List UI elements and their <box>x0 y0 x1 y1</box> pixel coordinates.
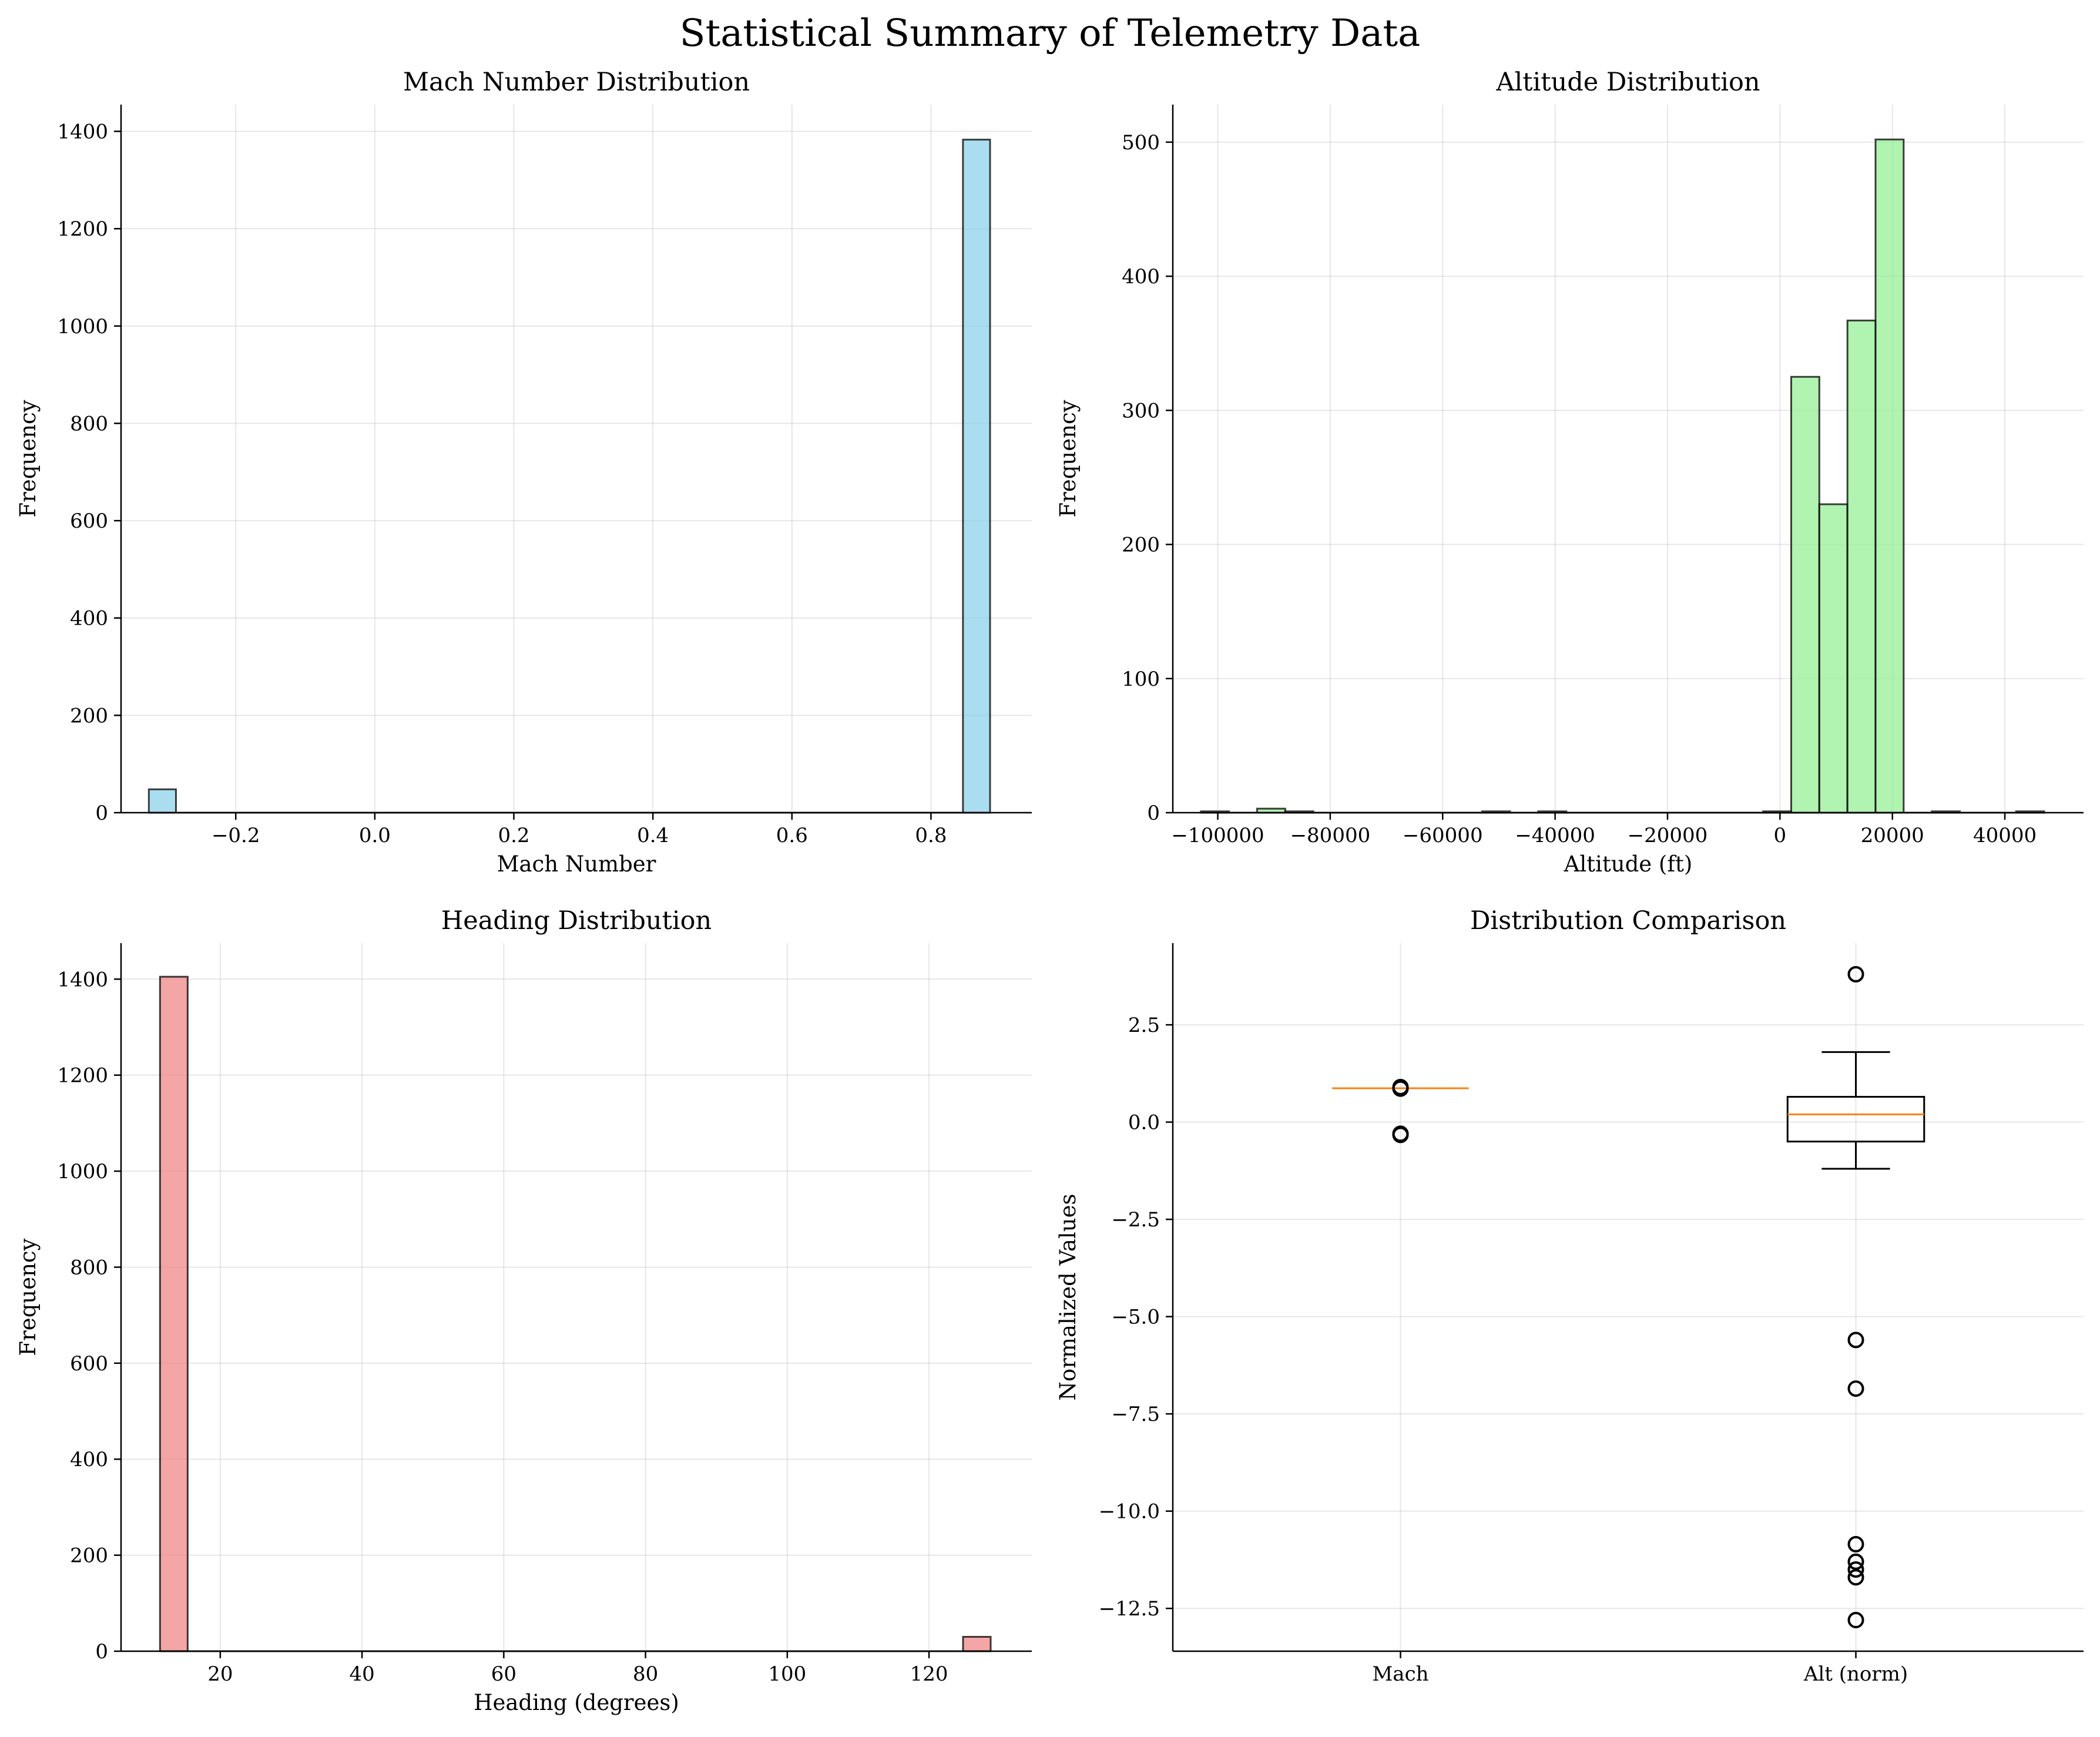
x-tick-label: −40000 <box>1515 824 1595 847</box>
histogram-bar <box>1846 319 1877 814</box>
x-tick-label: 20000 <box>1861 824 1924 847</box>
y-tick-label: 0 <box>1147 802 1160 825</box>
histogram-bar <box>1874 138 1905 814</box>
y-tick-label: 600 <box>70 1352 108 1376</box>
chart-panel-4: Distribution Comparison 2.5 0.0 −2.5 −5.0 −7.… <box>1055 906 2084 1686</box>
x-tick-label: −80000 <box>1290 824 1371 847</box>
y-tick-label: 1400 <box>57 968 108 991</box>
y-tick-label: 100 <box>1122 668 1160 691</box>
x-tick-label: Alt (norm) <box>1803 1662 1908 1686</box>
histogram-bar <box>147 788 177 814</box>
y-tick-label: −10.0 <box>1099 1500 1160 1524</box>
x-tick-label: 40 <box>349 1662 374 1686</box>
y-tick-label: 500 <box>1122 131 1160 155</box>
y-tick-label: −2.5 <box>1111 1208 1160 1232</box>
y-tick-label: 1200 <box>57 1064 108 1088</box>
y-tick-label: −12.5 <box>1099 1597 1160 1621</box>
y-axis-label: Normalized Values <box>1055 1194 1081 1401</box>
y-tick-label: 800 <box>70 412 108 435</box>
x-axis-label: Mach Number <box>497 851 656 877</box>
y-tick-label: 400 <box>70 607 108 631</box>
x-tick-label: −60000 <box>1403 824 1483 847</box>
panel-title: Distribution Comparison <box>1470 906 1786 935</box>
figure-title: Statistical Summary of Telemetry Data <box>680 12 1421 55</box>
x-tick-label: 100 <box>768 1662 806 1686</box>
y-tick-label: −5.0 <box>1111 1306 1160 1329</box>
histogram-bar <box>1818 503 1849 814</box>
outlier-point <box>1847 1535 1864 1552</box>
x-tick-label: −100000 <box>1171 824 1264 847</box>
histogram-bar <box>1790 375 1820 814</box>
x-tick-label: 0.2 <box>498 824 529 847</box>
histogram-bar <box>962 139 991 814</box>
y-axis-label: Frequency <box>1055 400 1081 517</box>
y-tick-label: 2.5 <box>1128 1014 1160 1037</box>
y-tick-label: 800 <box>70 1256 108 1279</box>
y-tick-label: 1000 <box>57 315 108 338</box>
y-tick-label: 0 <box>95 802 108 825</box>
x-tick-label: 20 <box>207 1662 233 1686</box>
y-tick-label: 0.0 <box>1128 1111 1160 1135</box>
x-tick-label: −20000 <box>1628 824 1708 847</box>
y-tick-label: 1200 <box>57 217 108 241</box>
x-tick-label: 40000 <box>1973 824 2037 847</box>
panel-title: Altitude Distribution <box>1495 68 1760 97</box>
x-tick-label: 0 <box>1774 824 1787 847</box>
x-tick-label: 60 <box>491 1662 516 1686</box>
outlier-point <box>1392 1080 1409 1097</box>
y-axis-label: Frequency <box>15 1238 41 1356</box>
y-tick-label: 400 <box>1122 265 1160 289</box>
y-tick-label: 1000 <box>57 1160 108 1183</box>
outlier-point <box>1847 1553 1864 1570</box>
outlier-point <box>1847 1612 1864 1629</box>
x-axis-label: Heading (degrees) <box>474 1690 679 1715</box>
y-tick-label: −7.5 <box>1111 1403 1160 1426</box>
chart-panel-1: Mach Number Distribution 0 200 400 600 800 100… <box>15 68 1032 877</box>
y-tick-label: 0 <box>95 1640 108 1664</box>
x-tick-label: 0.0 <box>359 824 391 847</box>
y-tick-label: 200 <box>1122 534 1160 557</box>
outlier-point <box>1847 1332 1864 1349</box>
outlier-point <box>1847 1380 1864 1397</box>
outlier-point <box>1392 1125 1409 1142</box>
x-tick-label: 0.8 <box>915 824 947 847</box>
x-tick-label: 120 <box>910 1662 948 1686</box>
x-tick-label: −0.2 <box>212 824 260 847</box>
x-tick-label: Mach <box>1372 1662 1428 1686</box>
x-axis-label: Altitude (ft) <box>1564 851 1693 877</box>
box-body <box>1786 1096 1925 1143</box>
outlier-point <box>1847 1569 1864 1586</box>
x-tick-label: 0.6 <box>776 824 808 847</box>
y-tick-label: 200 <box>70 1544 108 1568</box>
y-tick-label: 600 <box>70 509 108 533</box>
panel-title: Mach Number Distribution <box>403 68 750 97</box>
panel-title: Heading Distribution <box>441 906 712 935</box>
histogram-bar <box>159 975 189 1652</box>
y-tick-label: 400 <box>70 1448 108 1471</box>
x-tick-label: 0.4 <box>637 824 669 847</box>
y-tick-label: 200 <box>70 704 108 727</box>
outlier-point <box>1847 1561 1864 1578</box>
x-tick-label: 80 <box>633 1662 658 1686</box>
histogram-bar <box>962 1635 992 1652</box>
chart-panel-2: Altitude Distribution 0 100 200 300 400 500 −10… <box>1055 68 2084 877</box>
outlier-point <box>1847 965 1864 982</box>
chart-panel-3: Heading Distribution 0 200 400 600 800 1000 120… <box>15 906 1032 1715</box>
y-tick-label: 300 <box>1122 399 1160 422</box>
y-axis-label: Frequency <box>15 400 41 517</box>
y-tick-label: 1400 <box>57 120 108 144</box>
